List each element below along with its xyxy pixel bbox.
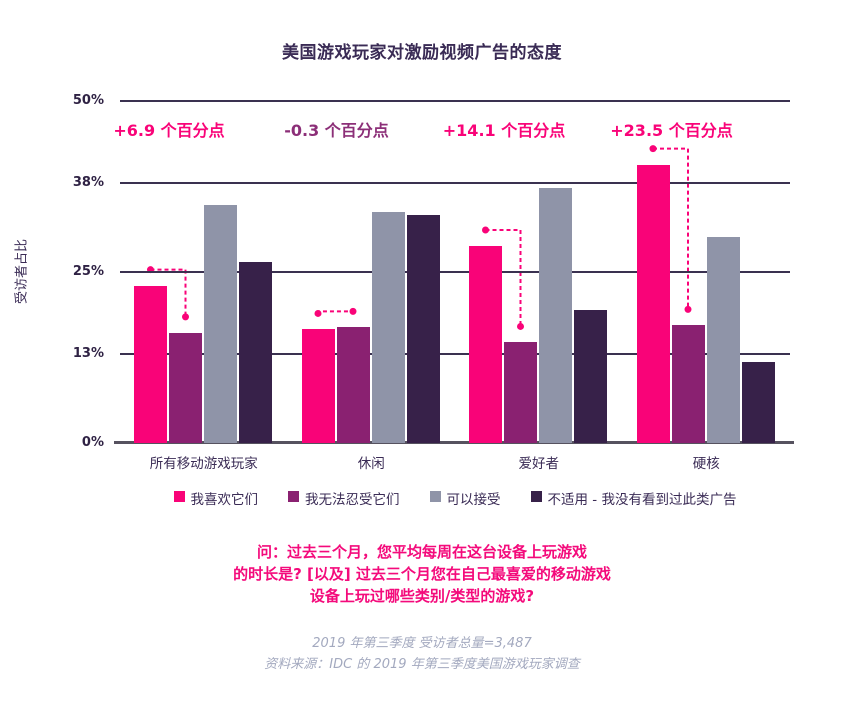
survey-question-text: 问：过去三个月，您平均每周在这台设备上玩游戏的时长是? [以及] 过去三个月您在… — [0, 541, 844, 607]
bar — [406, 214, 440, 443]
legend-swatch-icon — [173, 491, 185, 502]
x-label: 爱好者 — [518, 456, 560, 472]
legend-item: 我无法忍受它们 — [288, 488, 400, 508]
legend-label: 不适用 - 我没有看到过此类广告 — [547, 492, 737, 508]
legend-label: 我无法忍受它们 — [305, 492, 400, 508]
y-axis-ticks: 0% 13% 25% 38% 50% — [0, 93, 112, 450]
bar — [371, 211, 405, 443]
x-label: 硬核 — [692, 456, 720, 472]
legend-swatch-icon — [288, 491, 300, 502]
bar — [301, 329, 335, 443]
survey-question-line: 的时长是? [以及] 过去三个月您在自己最喜爱的移动游戏 — [233, 565, 611, 583]
gridline-13% — [120, 353, 790, 356]
gridline-38% — [120, 182, 790, 185]
y-tick-label: 38% — [72, 175, 104, 191]
survey-question-line: 问：过去三个月，您平均每周在这台设备上玩游戏 — [256, 543, 587, 561]
bar — [539, 187, 572, 443]
x-label: 休闲 — [357, 456, 385, 472]
bar-group-3 — [455, 101, 623, 443]
legend-label: 可以接受 — [446, 492, 501, 508]
source-footnote: 2019 年第三季度 受访者总量=3,487 资料来源：IDC 的 2019 年第… — [0, 633, 844, 675]
legend-swatch-icon — [429, 491, 441, 502]
legend-label: 我喜欢它们 — [190, 492, 259, 508]
legend-item: 可以接受 — [429, 488, 501, 508]
bar — [636, 164, 670, 443]
bar — [504, 342, 537, 443]
source-footnote-line: 资料来源：IDC 的 2019 年第三季度美国游戏玩家调查 — [264, 657, 580, 672]
bar — [741, 362, 775, 443]
legend: 我喜欢它们 我无法忍受它们 可以接受 不适用 - 我没有看到过此类广告 — [110, 488, 800, 508]
bars-row — [469, 187, 607, 443]
plot-area: +6.9 个百分点 -0.3 个百分点 +14.1 个百分点 +23.5 个百分点 — [113, 100, 794, 444]
bar-group-2 — [288, 101, 456, 443]
y-tick-label: 0% — [81, 435, 104, 450]
annotation-2: -0.3 个百分点 — [284, 121, 389, 140]
legend-item: 我喜欢它们 — [173, 488, 259, 508]
legend-item: 不适用 - 我没有看到过此类广告 — [530, 488, 737, 508]
gridline-50% — [120, 100, 790, 102]
y-tick-label: 13% — [72, 346, 104, 362]
annotation-3: +14.1 个百分点 — [442, 121, 566, 140]
bar — [169, 332, 202, 443]
bar — [574, 309, 607, 443]
gridline-25% — [120, 271, 790, 273]
chart-title: 美国游戏玩家对激励视频广告的态度 — [282, 43, 562, 63]
bars-row — [301, 211, 440, 443]
x-axis-baseline — [114, 441, 794, 444]
bar — [706, 237, 740, 443]
x-axis-labels: 所有移动游戏玩家 休闲 爱好者 硬核 — [120, 452, 790, 472]
survey-question-line: 设备上玩过哪些类别/类型的游戏? — [309, 587, 535, 605]
bars-row — [134, 204, 272, 443]
bar — [671, 325, 705, 443]
source-footnote-line: 2019 年第三季度 受访者总量=3,487 — [312, 636, 532, 651]
x-label: 所有移动游戏玩家 — [149, 456, 258, 472]
annotation-1: +6.9 个百分点 — [113, 121, 225, 140]
bar-group-4 — [623, 101, 791, 443]
annotation-4: +23.5 个百分点 — [610, 121, 733, 140]
legend-swatch-icon — [530, 491, 542, 502]
y-tick-label: 50% — [72, 93, 104, 108]
bar — [336, 327, 370, 443]
y-tick-label: 25% — [72, 264, 104, 279]
bar — [239, 261, 272, 443]
bars-row — [636, 164, 775, 443]
bar — [469, 246, 502, 443]
bar-group-1 — [120, 101, 288, 443]
bar — [204, 204, 237, 443]
bar — [134, 285, 167, 443]
